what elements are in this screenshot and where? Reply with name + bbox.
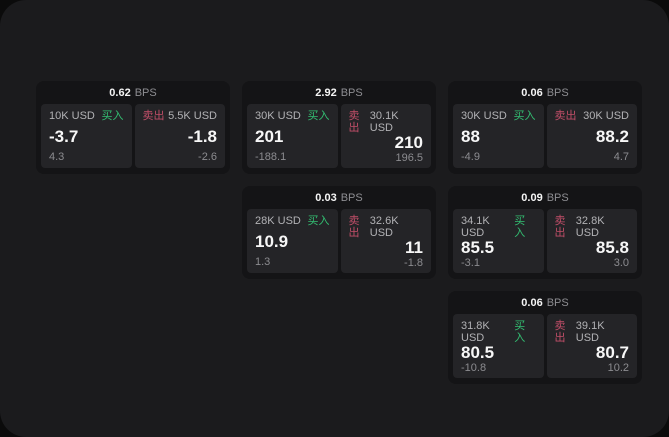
buy-panel[interactable]: 30K USD 买入 201 -188.1 xyxy=(247,104,338,168)
sell-panel[interactable]: 卖出 32.8K USD 85.8 3.0 xyxy=(546,209,637,273)
buy-size-label: 30K USD xyxy=(255,110,301,122)
sell-size-label: 30.1K USD xyxy=(369,110,399,134)
buy-panel[interactable]: 10K USD 买入 -3.7 4.3 xyxy=(41,104,132,168)
bps-header: 0.06 BPS xyxy=(448,291,642,314)
buy-side-label: 买入 xyxy=(307,110,330,122)
sell-price: -1.8 xyxy=(187,126,217,146)
bps-value: 0.09 xyxy=(521,191,543,204)
sell-size-label: 32.8K USD xyxy=(575,215,605,239)
quote-card: 0.06 BPS 30K USD 买入 88 -4.9 卖出 30K USD 8… xyxy=(448,81,642,174)
bps-unit: BPS xyxy=(134,86,157,99)
buy-price: 10.9 xyxy=(255,231,289,251)
buy-price: 88 xyxy=(461,126,480,146)
sell-delta: -1.8 xyxy=(404,257,423,269)
buy-delta: -10.8 xyxy=(461,362,487,374)
sell-panel[interactable]: 卖出 30.1K USD 210 196.5 xyxy=(340,104,431,168)
sell-delta: 4.7 xyxy=(613,151,629,163)
buy-side-label: 买入 xyxy=(514,215,526,239)
bps-value: 2.92 xyxy=(315,86,337,99)
bps-header: 0.62 BPS xyxy=(36,81,230,104)
quote-card: 2.92 BPS 30K USD 买入 201 -188.1 卖出 30.1K … xyxy=(242,81,436,174)
buy-side-label: 买入 xyxy=(514,320,526,344)
sell-price: 85.8 xyxy=(595,238,629,257)
quote-card: 0.03 BPS 28K USD 买入 10.9 1.3 卖出 32.6K US… xyxy=(242,186,436,279)
bps-value: 0.06 xyxy=(521,296,543,309)
bps-header: 0.03 BPS xyxy=(242,186,436,209)
sell-delta: 10.2 xyxy=(607,362,629,374)
sell-delta: 196.5 xyxy=(395,152,423,164)
buy-delta: 4.3 xyxy=(49,151,65,163)
bps-value: 0.06 xyxy=(521,86,543,99)
sell-side-label: 卖出 xyxy=(554,215,566,239)
sell-panel[interactable]: 卖出 5.5K USD -1.8 -2.6 xyxy=(134,104,225,168)
sell-side-label: 卖出 xyxy=(348,110,360,134)
sell-price: 80.7 xyxy=(595,343,629,362)
sell-price: 88.2 xyxy=(595,126,629,146)
buy-panel[interactable]: 34.1K USD 买入 85.5 -3.1 xyxy=(453,209,544,273)
sell-side-label: 卖出 xyxy=(554,110,577,122)
buy-panel[interactable]: 31.8K USD 买入 80.5 -10.8 xyxy=(453,314,544,378)
sell-side-label: 卖出 xyxy=(554,320,566,344)
buy-price: 201 xyxy=(255,126,284,146)
sell-panel[interactable]: 卖出 39.1K USD 80.7 10.2 xyxy=(546,314,637,378)
sell-size-label: 32.6K USD xyxy=(369,215,399,239)
buy-size-label: 34.1K USD xyxy=(461,215,490,239)
sell-price: 210 xyxy=(394,133,423,152)
quote-card: 0.62 BPS 10K USD 买入 -3.7 4.3 卖出 5.5K USD… xyxy=(36,81,230,174)
bps-unit: BPS xyxy=(340,86,363,99)
buy-side-label: 买入 xyxy=(307,215,330,227)
sell-panel[interactable]: 卖出 30K USD 88.2 4.7 xyxy=(546,104,637,168)
buy-size-label: 30K USD xyxy=(461,110,507,122)
bps-header: 2.92 BPS xyxy=(242,81,436,104)
buy-delta: 1.3 xyxy=(255,256,271,268)
buy-side-label: 买入 xyxy=(513,110,536,122)
sell-size-label: 39.1K USD xyxy=(575,320,605,344)
buy-delta: -3.1 xyxy=(461,257,480,269)
sell-size-label: 30K USD xyxy=(583,110,629,122)
bps-header: 0.06 BPS xyxy=(448,81,642,104)
buy-price: -3.7 xyxy=(49,126,79,146)
quote-card: 0.06 BPS 31.8K USD 买入 80.5 -10.8 卖出 39.1… xyxy=(448,291,642,384)
bps-value: 0.62 xyxy=(109,86,131,99)
buy-size-label: 10K USD xyxy=(49,110,95,122)
buy-price: 80.5 xyxy=(461,343,495,362)
sell-size-label: 5.5K USD xyxy=(168,110,217,122)
bps-unit: BPS xyxy=(546,191,569,204)
sell-price: 11 xyxy=(405,238,423,257)
sell-panel[interactable]: 卖出 32.6K USD 11 -1.8 xyxy=(340,209,431,273)
buy-price: 85.5 xyxy=(461,238,495,257)
bps-unit: BPS xyxy=(340,191,363,204)
quote-card: 0.09 BPS 34.1K USD 买入 85.5 -3.1 卖出 32.8K… xyxy=(448,186,642,279)
buy-size-label: 31.8K USD xyxy=(461,320,490,344)
bps-header: 0.09 BPS xyxy=(448,186,642,209)
buy-panel[interactable]: 30K USD 买入 88 -4.9 xyxy=(453,104,544,168)
buy-panel[interactable]: 28K USD 买入 10.9 1.3 xyxy=(247,209,338,273)
sell-delta: 3.0 xyxy=(613,257,629,269)
buy-side-label: 买入 xyxy=(101,110,124,122)
sell-delta: -2.6 xyxy=(198,151,217,163)
sell-side-label: 卖出 xyxy=(142,110,165,122)
sell-side-label: 卖出 xyxy=(348,215,360,239)
buy-size-label: 28K USD xyxy=(255,215,301,227)
bps-value: 0.03 xyxy=(315,191,337,204)
bps-unit: BPS xyxy=(546,86,569,99)
buy-delta: -4.9 xyxy=(461,151,480,163)
buy-delta: -188.1 xyxy=(255,151,287,163)
bps-unit: BPS xyxy=(546,296,569,309)
